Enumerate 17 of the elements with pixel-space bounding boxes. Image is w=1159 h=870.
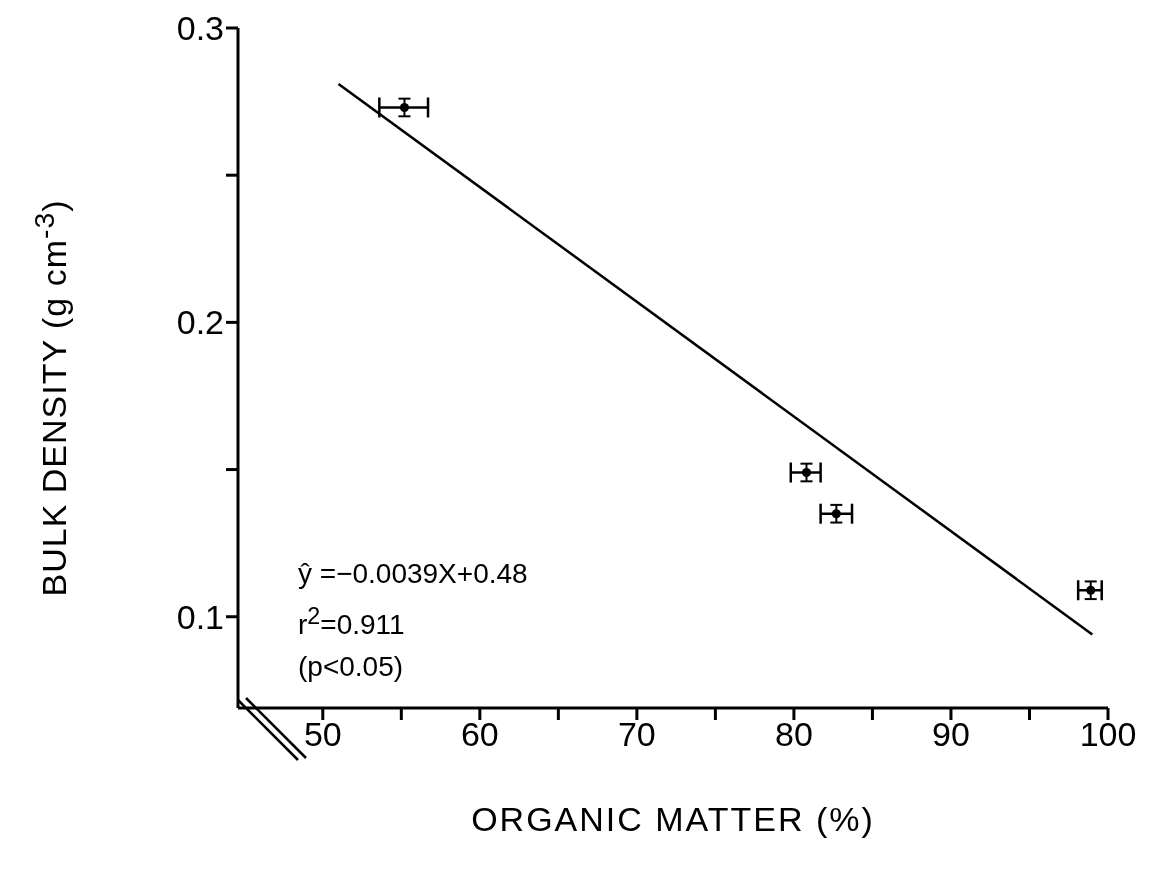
x-tick-label: 80	[775, 715, 813, 754]
x-tick-label: 90	[932, 715, 970, 754]
y-tick-label: 0.2	[176, 303, 224, 342]
y-tick-label: 0.3	[176, 9, 224, 48]
x-tick-label: 100	[1079, 715, 1137, 754]
x-tick-label: 50	[303, 715, 342, 754]
annotation: ŷ =−0.0039X+0.48	[298, 557, 528, 591]
x-tick-label: 70	[617, 715, 656, 754]
annotation: (p<0.05)	[298, 650, 405, 685]
annotation: r$^{2}$=0.911	[298, 602, 406, 643]
x-axis-title: ORGANIC MATTER (%)	[470, 800, 876, 839]
y-tick-label: 0.1	[176, 597, 224, 636]
point	[1086, 585, 1096, 595]
point	[831, 509, 841, 519]
x-tick-label: 60	[460, 715, 499, 754]
point	[399, 102, 409, 112]
point	[801, 468, 811, 478]
